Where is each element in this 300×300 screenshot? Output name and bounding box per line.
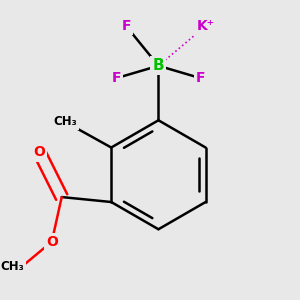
Text: CH₃: CH₃ xyxy=(53,115,77,128)
Text: O: O xyxy=(46,235,58,249)
Text: CH₃: CH₃ xyxy=(0,260,24,273)
Text: K⁺: K⁺ xyxy=(196,19,214,33)
Text: B: B xyxy=(153,58,164,73)
Text: F: F xyxy=(196,71,205,85)
Text: O: O xyxy=(34,146,45,160)
Text: F: F xyxy=(112,71,121,85)
Text: F: F xyxy=(122,19,131,33)
